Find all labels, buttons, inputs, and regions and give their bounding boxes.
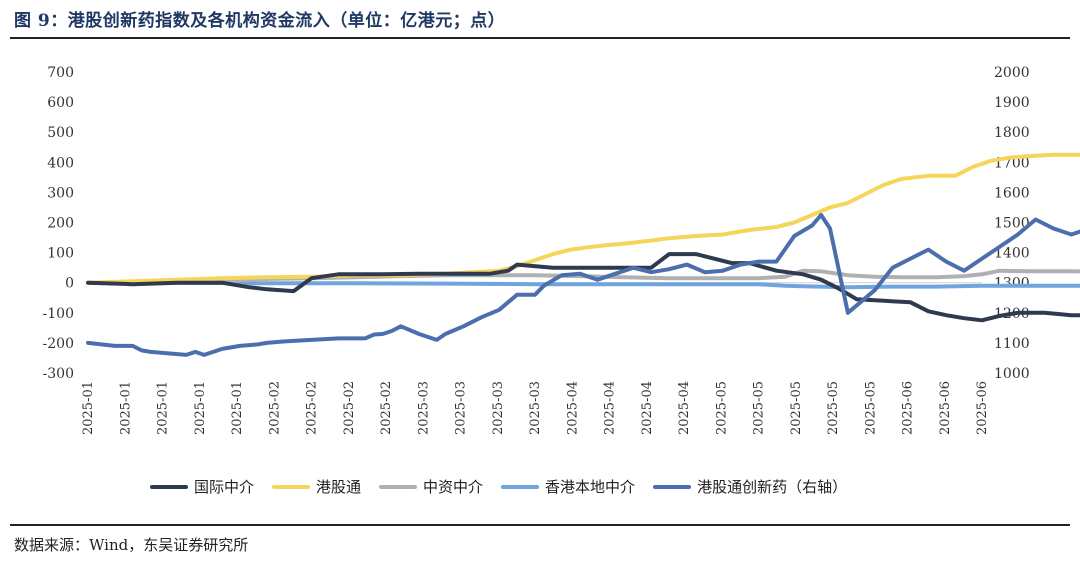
x-axis-tick-label: 2025-01 [156, 381, 171, 435]
x-axis-tick-label: 2025-04 [565, 381, 580, 435]
legend-label: 国际中介 [194, 478, 255, 496]
x-axis-tick-label: 2025-02 [267, 381, 282, 435]
x-axis-ticks: 2025-01 2025-01 2025-01 2025-01 2025-01 2025-… [81, 381, 990, 435]
left-axis-tick-label: -200 [43, 336, 74, 352]
x-axis-tick-label: 2025-04 [603, 381, 618, 435]
left-axis-tick-label: 300 [47, 185, 74, 201]
x-axis-tick-label: 2025-06 [938, 381, 953, 435]
x-axis-tick-label: 2025-03 [491, 381, 506, 435]
left-axis-ticks: 700 600 500 400 300 200 100 0 -100 -200 -300 [43, 65, 74, 382]
legend-swatch [379, 484, 418, 489]
x-axis-tick-label: 2025-01 [118, 381, 133, 435]
legend-swatch [150, 484, 188, 489]
bottom-rule [10, 524, 1070, 526]
series-line [86, 213, 1080, 357]
x-axis-tick-label: 2025-05 [752, 381, 767, 435]
x-axis-tick-label: 2025-03 [528, 381, 543, 435]
x-axis-tick-label: 2025-02 [305, 381, 320, 435]
right-axis-tick-label: 1600 [994, 185, 1030, 201]
legend-label: 港股通创新药（右轴） [697, 478, 848, 496]
left-axis-tick-label: -100 [43, 306, 74, 322]
x-axis-tick-label: 2025-01 [230, 381, 245, 435]
series-lines [86, 152, 1080, 357]
x-axis-tick-label: 2025-05 [789, 381, 804, 435]
legend-swatch [653, 484, 692, 489]
left-axis-tick-label: 600 [47, 95, 74, 111]
left-axis-tick-label: 400 [47, 155, 74, 171]
x-axis-tick-label: 2025-02 [379, 381, 394, 435]
left-axis-tick-label: 0 [65, 276, 74, 292]
x-axis-tick-label: 2025-01 [193, 381, 208, 435]
x-axis-tick-label: 2025-03 [454, 381, 469, 435]
right-axis-tick-label: 1400 [994, 246, 1030, 262]
left-axis-tick-label: 500 [47, 125, 74, 141]
legend-swatch [501, 484, 540, 489]
source-note: 数据来源：Wind，东吴证券研究所 [14, 536, 249, 554]
right-axis-tick-label: 1800 [994, 125, 1030, 141]
x-axis-tick-label: 2025-04 [677, 381, 692, 435]
left-axis-tick-label: 100 [47, 246, 74, 262]
left-axis-tick-label: -300 [43, 366, 74, 382]
x-axis-tick-label: 2025-05 [826, 381, 841, 435]
x-axis-tick-label: 2025-01 [81, 381, 96, 435]
right-axis-ticks: 2000190018001700160015001400130012001100… [994, 65, 1030, 382]
right-axis-tick-label: 1100 [994, 336, 1030, 352]
x-axis-tick-label: 2025-03 [416, 381, 431, 435]
series-line [86, 252, 1080, 323]
legend-label: 中资中介 [423, 478, 484, 496]
top-rule [10, 37, 1070, 39]
right-axis-tick-label: 1000 [994, 366, 1030, 382]
x-axis-tick-label: 2025-06 [975, 381, 990, 435]
figure-title: 图 9：港股创新药指数及各机构资金流入（单位：亿港元；点） [14, 11, 506, 31]
x-axis-tick-label: 2025-04 [640, 381, 655, 435]
series-line [86, 280, 1080, 290]
x-axis-tick-label: 2025-06 [901, 381, 916, 435]
legend-item: 香港本地中介 [501, 476, 635, 497]
x-axis-tick-label: 2025-05 [863, 381, 878, 435]
right-axis-tick-label: 1500 [994, 216, 1030, 232]
series-line [86, 152, 1080, 285]
left-axis-tick-label: 200 [47, 216, 74, 232]
left-axis-tick-label: 700 [47, 65, 74, 81]
legend-item: 国际中介 [150, 476, 254, 497]
legend-item: 港股通创新药（右轴） [653, 476, 847, 497]
legend-item: 港股通 [272, 476, 361, 497]
right-axis-tick-label: 2000 [994, 65, 1030, 81]
x-axis-tick-label: 2025-02 [342, 381, 357, 435]
right-axis-tick-label: 1300 [994, 276, 1030, 292]
legend-label: 港股通 [316, 478, 362, 496]
x-axis-tick-label: 2025-05 [714, 381, 729, 435]
legend: 国际中介 港股通 中资中介 香港本地中介 港股通创新药（右轴） [150, 476, 847, 497]
right-axis-tick-label: 1900 [994, 95, 1030, 111]
legend-item: 中资中介 [379, 476, 483, 497]
legend-label: 香港本地中介 [545, 478, 636, 496]
legend-swatch [272, 484, 311, 489]
